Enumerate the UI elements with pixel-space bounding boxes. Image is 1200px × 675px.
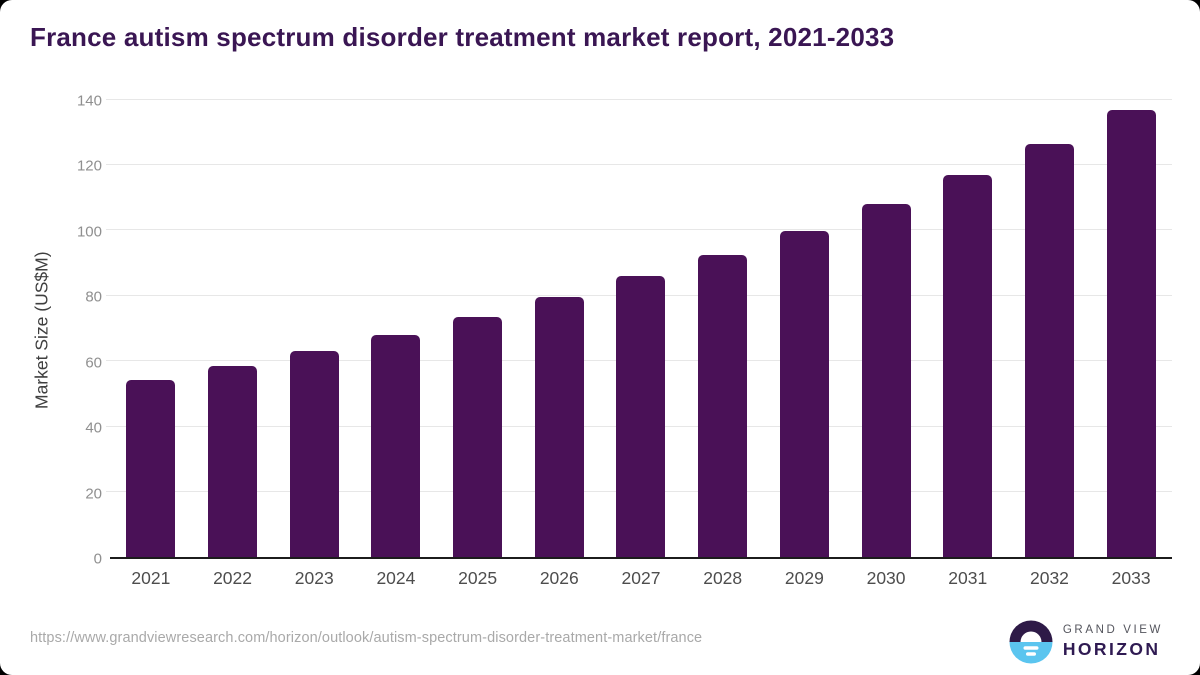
horizon-sunrise-logo-icon — [1009, 620, 1053, 664]
y-tick-label-120: 120 — [76, 157, 102, 175]
x-axis-label-2028: 2028 — [703, 568, 743, 588]
bar-2021 — [126, 379, 176, 557]
bar-2023 — [289, 350, 339, 557]
x-axis-label-2026: 2026 — [539, 568, 579, 588]
bar-column-2032 — [1009, 101, 1091, 557]
x-axis-label-2029: 2029 — [784, 568, 824, 588]
bar-2032 — [1024, 144, 1074, 557]
bar-2025 — [453, 316, 503, 557]
y-tick-label-100: 100 — [76, 223, 102, 241]
chart-title: France autism spectrum disorder treatmen… — [30, 22, 895, 52]
bar-column-2027 — [600, 101, 682, 557]
bar-2028 — [698, 254, 748, 557]
logo-horizon-label: HORIZON — [1062, 639, 1161, 659]
logo-grand-view-label: GRAND VIEW — [1062, 624, 1163, 636]
bar-column-2022 — [192, 101, 274, 557]
x-axis-label-2027: 2027 — [621, 568, 661, 588]
bar-column-2029 — [764, 101, 846, 557]
x-axis-label-2025: 2025 — [458, 568, 498, 588]
x-axis-label-2023: 2023 — [294, 568, 334, 588]
bar-2030 — [861, 204, 911, 557]
bar-column-2026 — [518, 101, 600, 557]
gridline-140 — [106, 98, 1172, 100]
grand-view-horizon-logo: GRAND VIEW HORIZON — [1009, 620, 1163, 664]
y-tick-label-40: 40 — [85, 419, 102, 437]
bar-column-2025 — [437, 101, 519, 557]
bar-2033 — [1106, 110, 1156, 557]
y-tick-label-80: 80 — [85, 288, 102, 306]
x-axis-label-2021: 2021 — [131, 568, 171, 588]
logo-text: GRAND VIEW HORIZON — [1063, 624, 1163, 660]
plot-area — [106, 98, 1172, 559]
x-axis-label-2024: 2024 — [376, 568, 416, 588]
y-tick-label-0: 0 — [93, 550, 102, 568]
bar-column-2023 — [273, 101, 355, 557]
x-axis-label-2032: 2032 — [1029, 568, 1069, 588]
bar-column-2030 — [845, 101, 927, 557]
bar-2029 — [779, 231, 829, 557]
y-tick-label-60: 60 — [85, 354, 102, 372]
y-tick-label-20: 20 — [85, 485, 102, 503]
bar-2022 — [208, 365, 258, 557]
bar-2031 — [943, 175, 993, 557]
x-axis-label-2031: 2031 — [948, 568, 988, 588]
bar-2027 — [616, 276, 666, 557]
x-axis-label-2030: 2030 — [866, 568, 906, 588]
x-axis-labels: 2021 2022 2023 2024 2025 2026 2027 2028 2029 2030… — [110, 568, 1172, 592]
gridline-100 — [106, 229, 1172, 231]
bar-2026 — [534, 297, 584, 557]
gridline-120 — [106, 163, 1172, 165]
source-url: https://www.grandviewresearch.com/horizo… — [30, 630, 703, 646]
bar-column-2024 — [355, 101, 437, 557]
bar-column-2021 — [110, 101, 192, 557]
bar-column-2031 — [927, 101, 1009, 557]
y-axis-ticks: 0 20 40 60 80 100 120 140 — [0, 93, 102, 568]
x-axis-label-2022: 2022 — [213, 568, 252, 588]
bar-column-2033 — [1090, 101, 1172, 557]
bar-2024 — [371, 334, 421, 557]
x-axis-label-2033: 2033 — [1111, 568, 1151, 588]
bar-column-2028 — [682, 101, 764, 557]
y-tick-label-140: 140 — [76, 92, 102, 110]
